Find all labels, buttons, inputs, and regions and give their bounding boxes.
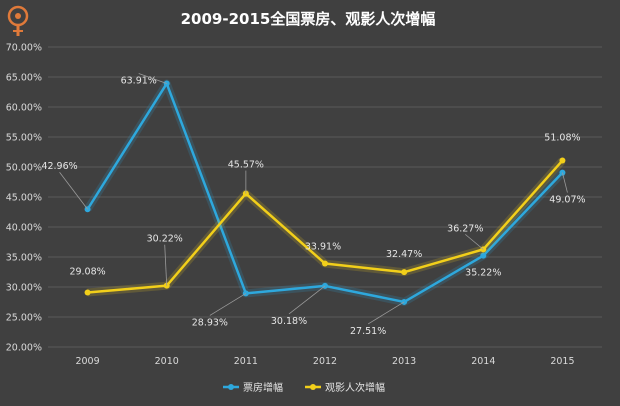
data-label: 49.07% [549,195,585,206]
legend-marker [228,384,234,390]
data-label: 30.18% [271,316,307,327]
legend-label: 票房增幅 [243,381,283,394]
data-point [84,289,91,296]
leader-line [59,171,88,210]
leader-line [465,234,484,250]
data-point [322,260,328,267]
y-tick-label: 25.00% [6,313,42,324]
data-label: 29.08% [69,267,105,278]
x-tick-label: 2013 [392,356,416,367]
y-tick-label: 40.00% [6,223,42,234]
legend: 票房增幅 观影人次增幅 [223,381,385,394]
data-labels: 42.96% 63.91% 28.93% 30.18% 27.51% 35.22% 49.0… [41,73,586,337]
leader-line [209,293,247,316]
data-point [480,252,487,259]
y-tick-label: 60.00% [6,103,42,114]
data-label: 36.27% [447,223,483,234]
x-tick-label: 2012 [313,356,337,367]
x-tick-label: 2009 [75,356,99,367]
x-tick-label: 2010 [155,356,179,367]
y-tick-label: 45.00% [6,193,42,204]
data-label: 63.91% [121,76,157,87]
data-label: 45.57% [228,160,264,171]
data-label: 51.08% [544,133,580,144]
legend-marker [310,384,316,390]
data-label: 33.91% [305,242,341,253]
chart-title: 2009-2015全国票房、观影人次增幅 [181,10,436,28]
data-point [559,157,566,164]
x-tick-label: 2015 [550,356,574,367]
y-tick-label: 30.00% [6,283,42,294]
data-label: 32.47% [386,249,422,260]
leader-line [164,244,168,286]
leader-line [367,301,405,325]
y-tick-label: 65.00% [6,73,42,84]
data-label: 30.22% [147,234,183,245]
data-label: 27.51% [350,326,386,337]
y-tick-label: 70.00% [6,43,42,54]
data-point [401,269,408,276]
legend-label: 观影人次增幅 [325,381,385,394]
y-tick-label: 20.00% [6,343,42,354]
grid-lines [48,46,602,348]
leader-line [562,172,568,193]
data-label: 42.96% [41,161,77,172]
y-axis-ticks: 20.00% 25.00% 30.00% 35.00% 40.00% 45.00% 50.0… [6,43,42,354]
leader-line [138,73,167,84]
x-axis-ticks: 2009 2010 2011 2012 2013 2014 2015 [75,356,574,367]
data-label: 35.22% [465,268,501,279]
data-label: 28.93% [192,317,228,328]
y-tick-label: 50.00% [6,163,42,174]
x-tick-label: 2011 [234,356,258,367]
y-tick-label: 55.00% [6,133,42,144]
leader-line [288,285,326,315]
x-tick-label: 2014 [471,356,495,367]
y-tick-label: 35.00% [6,253,42,264]
brand-logo [7,5,29,36]
